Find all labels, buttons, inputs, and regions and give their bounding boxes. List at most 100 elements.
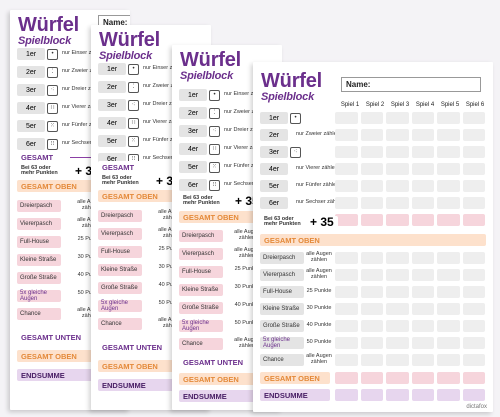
- score-cell[interactable]: [360, 129, 383, 141]
- score-cell[interactable]: [335, 252, 358, 264]
- score-cell[interactable]: [335, 129, 358, 141]
- score-cell[interactable]: [411, 180, 434, 192]
- score-cell[interactable]: [386, 197, 409, 209]
- score-cell[interactable]: [386, 163, 409, 175]
- score-cell[interactable]: [411, 163, 434, 175]
- score-cell[interactable]: [360, 197, 383, 209]
- score-cell[interactable]: [386, 303, 409, 315]
- score-cell[interactable]: [360, 112, 383, 124]
- gesamt-cell[interactable]: [462, 214, 485, 226]
- gesamt-cell[interactable]: [411, 214, 434, 226]
- score-cell[interactable]: [335, 286, 358, 298]
- score-cell[interactable]: [462, 354, 485, 366]
- score-cell[interactable]: [411, 354, 434, 366]
- endsumme-cell[interactable]: [411, 389, 434, 401]
- gesamt-cell[interactable]: [335, 214, 358, 226]
- score-cell[interactable]: [462, 286, 485, 298]
- score-cell[interactable]: [411, 303, 434, 315]
- score-cell[interactable]: [462, 269, 485, 281]
- score-cell[interactable]: [462, 129, 485, 141]
- score-cell[interactable]: [335, 112, 358, 124]
- score-cell[interactable]: [462, 146, 485, 158]
- endsumme-cell[interactable]: [462, 389, 485, 401]
- score-cell[interactable]: [335, 180, 358, 192]
- score-cell[interactable]: [462, 303, 485, 315]
- total-cell[interactable]: [386, 372, 409, 384]
- score-cell[interactable]: [360, 320, 383, 332]
- score-cell[interactable]: [437, 252, 460, 264]
- score-cell[interactable]: [411, 252, 434, 264]
- score-cell[interactable]: [437, 354, 460, 366]
- gesamt-cell[interactable]: [386, 214, 409, 226]
- score-cell[interactable]: [335, 146, 358, 158]
- gesamt-cell[interactable]: [437, 214, 460, 226]
- endsumme-cell[interactable]: [386, 389, 409, 401]
- gesamt-cell[interactable]: [360, 214, 383, 226]
- score-cell[interactable]: [437, 286, 460, 298]
- score-cell[interactable]: [386, 252, 409, 264]
- score-cell[interactable]: [335, 320, 358, 332]
- score-cell[interactable]: [437, 337, 460, 349]
- score-cell[interactable]: [411, 112, 434, 124]
- score-cell[interactable]: [360, 163, 383, 175]
- score-cell[interactable]: [360, 180, 383, 192]
- score-cell[interactable]: [360, 337, 383, 349]
- score-cell[interactable]: [335, 354, 358, 366]
- total-cell[interactable]: [335, 372, 358, 384]
- score-cell[interactable]: [437, 320, 460, 332]
- score-cell[interactable]: [411, 146, 434, 158]
- score-cell[interactable]: [360, 252, 383, 264]
- score-cell[interactable]: [386, 337, 409, 349]
- score-cell[interactable]: [462, 163, 485, 175]
- score-cell[interactable]: [411, 129, 434, 141]
- score-cell[interactable]: [437, 197, 460, 209]
- score-cell[interactable]: [386, 129, 409, 141]
- die-three-icon: ⁖: [128, 99, 139, 111]
- score-cell[interactable]: [386, 180, 409, 192]
- total-cell[interactable]: [411, 372, 434, 384]
- score-cell[interactable]: [386, 286, 409, 298]
- score-cell[interactable]: [386, 354, 409, 366]
- score-cell[interactable]: [437, 129, 460, 141]
- score-cell[interactable]: [386, 112, 409, 124]
- score-cell[interactable]: [360, 286, 383, 298]
- score-cell[interactable]: [386, 146, 409, 158]
- total-cell[interactable]: [360, 372, 383, 384]
- score-cell[interactable]: [386, 320, 409, 332]
- lower-kleine-strasse: Kleine Straße: [179, 284, 223, 296]
- score-cell[interactable]: [360, 354, 383, 366]
- score-cell[interactable]: [411, 269, 434, 281]
- score-cell[interactable]: [462, 320, 485, 332]
- score-cell[interactable]: [335, 269, 358, 281]
- score-cell[interactable]: [386, 269, 409, 281]
- score-cell[interactable]: [437, 269, 460, 281]
- score-cell[interactable]: [437, 180, 460, 192]
- score-cell[interactable]: [437, 112, 460, 124]
- score-cell[interactable]: [335, 197, 358, 209]
- score-cell[interactable]: [411, 197, 434, 209]
- score-cell[interactable]: [411, 286, 434, 298]
- endsumme-cell[interactable]: [360, 389, 383, 401]
- score-cell[interactable]: [360, 303, 383, 315]
- endsumme-cell[interactable]: [335, 389, 358, 401]
- endsumme-cell[interactable]: [437, 389, 460, 401]
- score-cell[interactable]: [360, 146, 383, 158]
- score-cell[interactable]: [462, 197, 485, 209]
- score-cell[interactable]: [335, 303, 358, 315]
- score-cell[interactable]: [411, 320, 434, 332]
- total-cell[interactable]: [437, 372, 460, 384]
- score-cell[interactable]: [437, 303, 460, 315]
- score-cell[interactable]: [462, 252, 485, 264]
- score-cell[interactable]: [335, 163, 358, 175]
- score-cell[interactable]: [360, 269, 383, 281]
- score-cell[interactable]: [411, 337, 434, 349]
- score-cell[interactable]: [462, 337, 485, 349]
- score-cell[interactable]: [437, 163, 460, 175]
- name-field[interactable]: Name:: [341, 77, 481, 92]
- total-cell[interactable]: [462, 372, 485, 384]
- score-cell[interactable]: [437, 146, 460, 158]
- score-cell[interactable]: [462, 180, 485, 192]
- score-cell[interactable]: [462, 112, 485, 124]
- score-cell[interactable]: [335, 337, 358, 349]
- lower-viererpasch: Viererpasch: [179, 248, 223, 260]
